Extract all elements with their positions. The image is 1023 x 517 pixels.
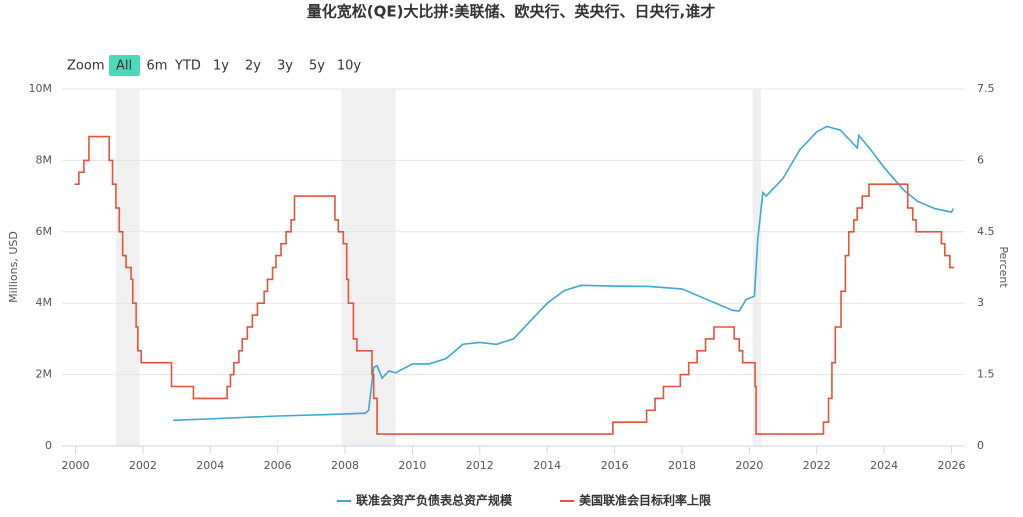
x-tick-label: 2018 [668, 459, 696, 472]
y2-tick-label: 0 [977, 439, 984, 452]
zoom-button[interactable]: YTD [174, 59, 201, 74]
x-tick-label: 2022 [803, 459, 831, 472]
zoom-label: Zoom [67, 59, 104, 74]
zoom-button[interactable]: 2y [245, 59, 261, 74]
x-tick-label: 2010 [398, 459, 426, 472]
x-tick-label: 2024 [870, 459, 898, 472]
y-tick-label: 4M [36, 296, 53, 309]
zoom-button[interactable]: 5y [309, 59, 325, 74]
y2-tick-label: 3 [977, 296, 984, 309]
legend-label[interactable]: 联准会资产负债表总资产规模 [356, 493, 513, 508]
x-tick-label: 2002 [129, 459, 157, 472]
y-axis-label: Millions, USD [7, 231, 20, 303]
zoom-button[interactable]: 10y [337, 59, 362, 74]
recession-band [752, 89, 762, 446]
zoom-button[interactable]: All [116, 59, 132, 74]
y-tick-label: 0 [45, 439, 52, 452]
recession-band [341, 89, 396, 446]
legend-label[interactable]: 美国联准会目标利率上限 [579, 493, 711, 508]
x-tick-label: 2020 [735, 459, 763, 472]
x-tick-label: 2004 [196, 459, 224, 472]
zoom-button[interactable]: 1y [213, 59, 229, 74]
y-tick-label: 6M [36, 225, 53, 238]
y-tick-label: 8M [36, 153, 53, 166]
x-tick-label: 2016 [601, 459, 629, 472]
y2-tick-label: 4.5 [977, 225, 995, 238]
x-tick-label: 2014 [533, 459, 561, 472]
y2-tick-label: 1.5 [977, 368, 995, 381]
x-tick-label: 2000 [61, 459, 89, 472]
y-tick-label: 2M [36, 368, 53, 381]
x-tick-label: 2026 [938, 459, 966, 472]
x-tick-label: 2012 [466, 459, 494, 472]
zoom-button-bg [109, 55, 140, 76]
x-tick-label: 2008 [331, 459, 359, 472]
y-tick-label: 10M [29, 82, 53, 95]
x-tick-label: 2006 [264, 459, 292, 472]
chart-title: 量化宽松(QE)大比拼:美联储、欧央行、英央行、日央行,谁才 [307, 3, 715, 21]
y2-tick-label: 6 [977, 153, 984, 166]
zoom-button[interactable]: 3y [277, 59, 293, 74]
y2-axis-label: Percent [997, 246, 1010, 288]
zoom-button[interactable]: 6m [147, 59, 168, 74]
series-line [173, 125, 954, 422]
y2-tick-label: 7.5 [977, 82, 995, 95]
